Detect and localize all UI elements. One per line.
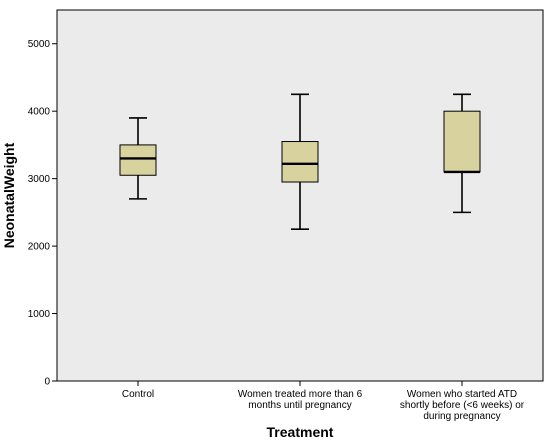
y-axis-ticks: 0 1000 2000 3000 4000 5000	[28, 39, 57, 388]
x-axis-ticks: Control Women treated more than 6 months u…	[122, 381, 525, 422]
x-tick-label-line: shortly before (<6 weeks) or	[400, 400, 525, 411]
y-axis-title: NeonatalWeight	[1, 142, 17, 248]
x-tick-label-line: months until pregnancy	[248, 400, 351, 411]
box-2	[281, 93, 319, 231]
y-tick-label: 3000	[28, 174, 51, 185]
x-tick-label-line: Women treated more than 6	[238, 389, 363, 400]
y-tick-label: 1000	[28, 309, 51, 320]
boxes	[119, 93, 481, 231]
x-tick-label-line: Control	[122, 389, 154, 400]
iqr-box	[443, 110, 481, 173]
y-tick-label: 5000	[28, 39, 51, 50]
x-tick-label: Women who started ATD shortly before (<6 …	[400, 389, 525, 422]
y-tick-label: 0	[44, 377, 50, 388]
x-tick-label: Control	[122, 389, 154, 400]
iqr-box	[281, 141, 319, 183]
y-tick-label: 2000	[28, 242, 51, 253]
iqr-box	[119, 144, 157, 176]
x-tick-label-line: Women who started ATD	[407, 389, 517, 400]
x-tick-label-line: during pregnancy	[423, 411, 500, 422]
x-tick-label: Women treated more than 6 months until pr…	[238, 389, 363, 411]
box-3	[443, 93, 481, 214]
y-tick-label: 4000	[28, 107, 51, 118]
box-1	[119, 117, 157, 200]
x-axis-title: Treatment	[267, 424, 334, 440]
